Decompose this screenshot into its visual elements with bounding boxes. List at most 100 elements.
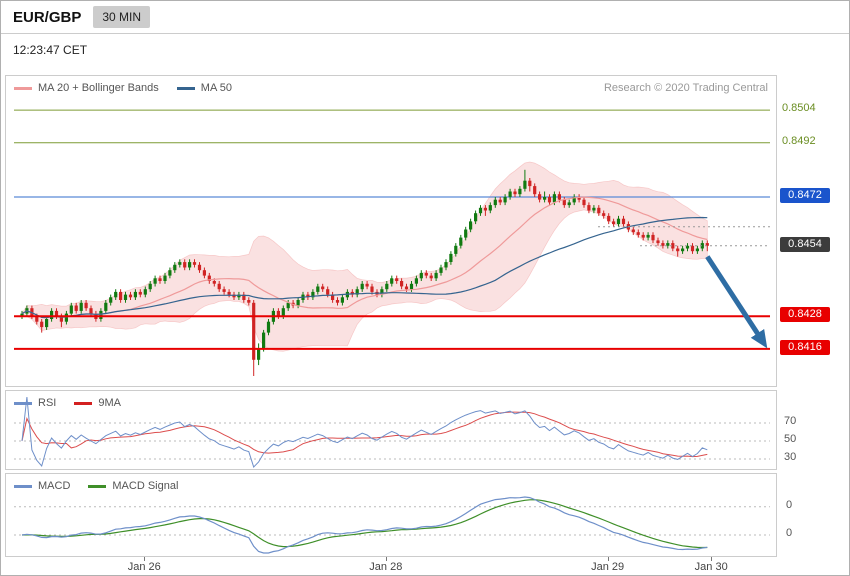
macd-scale-label: 0 (786, 527, 793, 539)
price-level-badge: 0.8416 (780, 339, 830, 355)
candle-body (163, 275, 167, 281)
candle-body (547, 197, 552, 203)
candle-body (59, 316, 63, 322)
candle-body (340, 297, 344, 303)
price-level-label-green: 0.8504 (782, 102, 816, 115)
candle-body (360, 283, 364, 290)
candle-body (197, 264, 202, 271)
candle-body (262, 332, 266, 349)
candle-body (133, 291, 137, 298)
candle-body (552, 194, 556, 203)
candle-body (202, 270, 206, 276)
time-axis-tick (607, 557, 609, 561)
time-axis-label: Jan 30 (694, 561, 728, 573)
candle-body (128, 294, 133, 298)
candle-body (454, 245, 458, 254)
macd-scale-label: 0 (786, 498, 793, 511)
time-axis-tick (144, 557, 146, 561)
candle-body (222, 289, 226, 292)
candle-body (365, 283, 369, 287)
price-panel: MA 20 + Bollinger Bands MA 50 Research ©… (5, 75, 777, 387)
candle-body (79, 302, 83, 311)
candles (20, 169, 709, 376)
candle-body (483, 207, 487, 211)
candle-body (572, 197, 576, 203)
time-axis-label: Jan 29 (591, 561, 625, 573)
candle-body (227, 291, 231, 295)
candle-body (419, 272, 423, 279)
candle-body (493, 199, 497, 206)
candle-body (50, 310, 54, 319)
time-axis-tick (711, 557, 713, 561)
candle-body (54, 310, 59, 317)
candle-body (168, 270, 172, 276)
candle-body (503, 197, 507, 203)
candle-body (488, 205, 492, 211)
candle-body (99, 310, 103, 319)
candle-body (577, 197, 581, 200)
macd-signal-legend-label: MACD Signal (112, 480, 179, 492)
rsi-panel: RSI 9MA (5, 390, 777, 470)
candle-body (89, 308, 93, 314)
candle-body (695, 248, 699, 252)
ma20-bollinger-legend-label: MA 20 + Bollinger Bands (38, 82, 159, 94)
candle-body (281, 308, 285, 317)
candle-body (306, 294, 310, 298)
candle-body (612, 221, 616, 225)
candle-body (316, 286, 320, 292)
price-legend: MA 20 + Bollinger Bands MA 50 (14, 82, 244, 94)
rsi-chart-svg (14, 396, 770, 468)
rsi-scale-label: 30 (784, 451, 797, 463)
macd-legend-label: MACD (38, 480, 71, 492)
candle-body (651, 234, 655, 241)
candle-body (266, 321, 271, 333)
candle-body (232, 294, 236, 298)
candle-body (123, 294, 128, 300)
symbol-title: EUR/GBP (13, 8, 82, 26)
candle-body (331, 294, 335, 300)
candle-body (582, 199, 586, 206)
candle-body (444, 262, 448, 268)
macd-swatch (14, 484, 32, 488)
candle-body (335, 300, 340, 303)
ma20-line (21, 196, 708, 319)
candle-body (40, 321, 44, 328)
price-level-badge: 0.8454 (780, 236, 830, 252)
candle-body (498, 199, 502, 203)
time-axis-tick (385, 557, 387, 561)
candle-body (178, 262, 182, 265)
candle-body (429, 275, 433, 279)
candle-body (237, 294, 241, 298)
candle-body (705, 243, 709, 246)
candle-body (513, 191, 517, 195)
candle-body (192, 262, 197, 265)
candle-body (656, 240, 660, 244)
candle-body (597, 207, 601, 214)
rsi-line (21, 396, 708, 468)
candle-body (666, 243, 670, 246)
level-lines-back (14, 109, 770, 198)
candle-body (247, 300, 251, 303)
forecast-arrow (705, 255, 768, 349)
candle-body (370, 286, 374, 292)
candle-body (528, 180, 532, 187)
candle-body (286, 302, 290, 309)
candle-body (84, 302, 88, 309)
price-chart-svg (14, 109, 770, 376)
candle-body (459, 237, 463, 246)
candle-body (217, 283, 221, 290)
candle-body (143, 289, 147, 295)
candle-body (671, 243, 675, 249)
candle-body (207, 275, 211, 281)
candle-body (621, 218, 626, 225)
candle-body (296, 300, 300, 306)
ma50-legend-label: MA 50 (200, 82, 232, 94)
candle-body (257, 348, 261, 360)
macd-chart-svg (14, 496, 770, 554)
time-axis-label: Jan 26 (127, 561, 161, 573)
candle-body (508, 191, 512, 197)
candle-body (538, 194, 542, 200)
candle-body (641, 234, 645, 238)
rsi-swatch (14, 401, 32, 405)
